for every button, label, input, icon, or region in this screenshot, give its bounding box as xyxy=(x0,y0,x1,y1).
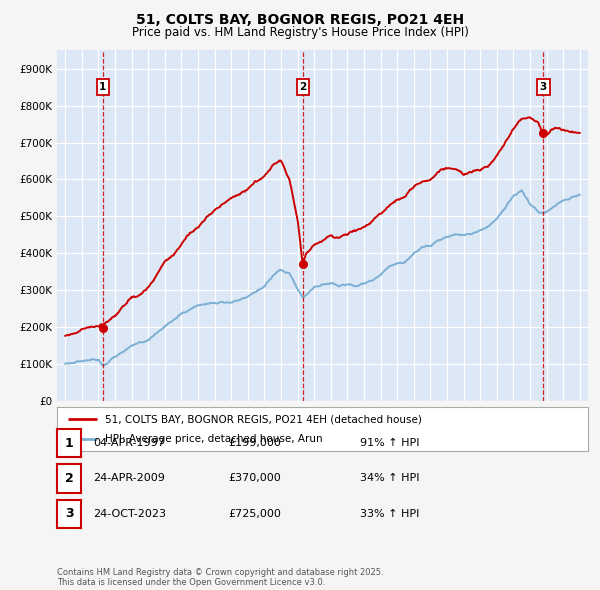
Text: Contains HM Land Registry data © Crown copyright and database right 2025.
This d: Contains HM Land Registry data © Crown c… xyxy=(57,568,383,587)
Text: 3: 3 xyxy=(540,82,547,92)
Text: £370,000: £370,000 xyxy=(228,474,281,483)
Text: 2: 2 xyxy=(65,472,73,485)
Text: 51, COLTS BAY, BOGNOR REGIS, PO21 4EH (detached house): 51, COLTS BAY, BOGNOR REGIS, PO21 4EH (d… xyxy=(105,414,422,424)
Text: Price paid vs. HM Land Registry's House Price Index (HPI): Price paid vs. HM Land Registry's House … xyxy=(131,26,469,39)
Text: £725,000: £725,000 xyxy=(228,509,281,519)
Text: 91% ↑ HPI: 91% ↑ HPI xyxy=(360,438,419,448)
Text: 34% ↑ HPI: 34% ↑ HPI xyxy=(360,474,419,483)
Text: 33% ↑ HPI: 33% ↑ HPI xyxy=(360,509,419,519)
Text: 51, COLTS BAY, BOGNOR REGIS, PO21 4EH: 51, COLTS BAY, BOGNOR REGIS, PO21 4EH xyxy=(136,13,464,27)
Text: £199,000: £199,000 xyxy=(228,438,281,448)
Text: 3: 3 xyxy=(65,507,73,520)
Text: 2: 2 xyxy=(299,82,307,92)
Text: 04-APR-1997: 04-APR-1997 xyxy=(93,438,165,448)
Text: HPI: Average price, detached house, Arun: HPI: Average price, detached house, Arun xyxy=(105,434,322,444)
Text: 1: 1 xyxy=(99,82,106,92)
Text: 24-APR-2009: 24-APR-2009 xyxy=(93,474,165,483)
Text: 1: 1 xyxy=(65,437,73,450)
Text: 24-OCT-2023: 24-OCT-2023 xyxy=(93,509,166,519)
